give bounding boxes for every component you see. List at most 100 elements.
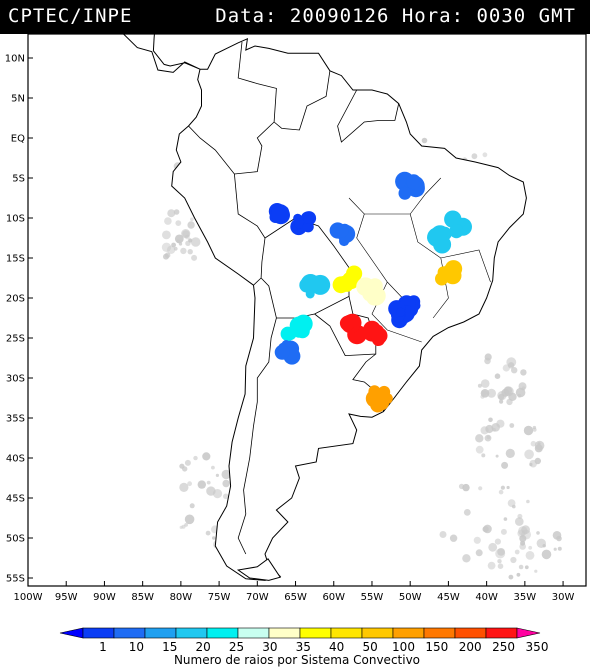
colorbar-label: 20 — [196, 640, 211, 654]
cloud-speck — [506, 398, 513, 406]
cloud-speck — [221, 469, 231, 480]
cloud-speck — [182, 230, 190, 238]
cloud-speck — [164, 217, 172, 225]
cloud-speck — [557, 546, 562, 551]
cloud-speck — [184, 459, 191, 466]
colorbar: 1 10 15 20 25 30 35 40 50 100 150 200 250 350 Numero … — [59, 627, 548, 667]
cloud-speck — [524, 449, 534, 460]
cloud-speck — [508, 574, 514, 580]
convective-system — [332, 265, 363, 294]
convective-system-blob — [294, 314, 313, 333]
convective-system — [435, 260, 463, 286]
lat-label: 5S — [12, 174, 25, 185]
cloud-speck — [212, 536, 216, 540]
lon-label: 40W — [475, 592, 498, 603]
convective-system-blob — [310, 274, 331, 295]
cloud-speck — [518, 382, 527, 391]
cloud-speck — [523, 425, 534, 436]
cloud-speck — [175, 220, 182, 227]
cloud-speck — [486, 435, 491, 440]
convective-system-blob — [406, 174, 422, 190]
convective-system-blob — [396, 307, 406, 317]
lat-label: 50S — [6, 534, 25, 545]
lon-label: 35W — [514, 592, 537, 603]
colorbar-box — [175, 627, 208, 639]
cloud-speck — [495, 548, 506, 559]
longitude-axis: 100W 95W 90W 85W 80W 75W 70W 65W 60W 55W 50W 45W 40W… — [14, 581, 575, 603]
lon-label: 55W — [361, 592, 384, 603]
convective-system — [356, 277, 386, 306]
lat-label: 20S — [6, 294, 25, 305]
cloud-speck — [478, 486, 483, 491]
colorbar-box — [206, 627, 239, 639]
convective-system-blob — [433, 235, 452, 254]
convective-system-blob — [365, 389, 384, 408]
cloud-speck — [528, 545, 533, 550]
cloud-speck — [511, 367, 518, 374]
colorbar-box — [299, 627, 332, 639]
lon-label: 50W — [399, 592, 422, 603]
cloud-speck — [482, 526, 489, 533]
cloud-speck — [193, 455, 198, 461]
central-america-outline — [121, 34, 201, 73]
colorbar-label: 350 — [526, 640, 549, 654]
colorbar-label: 250 — [492, 640, 515, 654]
cloud-speck — [187, 249, 193, 255]
colorbar-boxes — [59, 627, 541, 639]
cloud-speck — [525, 551, 535, 560]
cloud-speck — [491, 423, 501, 432]
cloud-speck — [481, 453, 486, 458]
colorbar-box — [392, 627, 425, 639]
convective-system — [395, 171, 425, 200]
cloud-speck — [520, 369, 527, 376]
cloud-speck — [515, 517, 524, 526]
cloud-speck — [507, 499, 516, 507]
lat-label: 40S — [6, 454, 25, 465]
cloud-speck — [526, 499, 530, 504]
convective-system-blob — [303, 215, 313, 224]
lon-label: 80W — [170, 592, 193, 603]
south-america-outline — [171, 37, 527, 581]
cloud-speck — [449, 534, 458, 542]
lon-label: 70W — [246, 592, 269, 603]
cloud-speck — [500, 528, 507, 535]
colorbar-label: 100 — [392, 640, 415, 654]
state-border — [440, 249, 491, 283]
colorbar-labels: 1 10 15 20 25 30 35 40 50 100 150 200 250 350 — [99, 640, 548, 654]
convective-system-blob — [398, 186, 412, 200]
colorbar-title: Numero de raios por Sistema Convectivo — [174, 653, 420, 667]
colorbar-label: 200 — [459, 640, 482, 654]
cloud-speck — [473, 536, 481, 544]
lon-label: 30W — [552, 592, 575, 603]
cloud-speck — [487, 561, 496, 570]
colorbar-label: 1 — [99, 640, 107, 654]
cloud-speck — [197, 480, 206, 489]
cloud-speck — [482, 152, 488, 158]
cloud-speck — [536, 531, 540, 535]
cloud-speck — [191, 254, 198, 261]
cloud-speck — [499, 399, 504, 404]
convective-system-blob — [302, 221, 314, 233]
cloud-speck — [495, 454, 499, 458]
convective-system-blob — [362, 286, 378, 302]
cloud-speck — [184, 514, 195, 525]
convective-systems-layer — [268, 171, 472, 413]
cloud-speck — [494, 538, 501, 545]
cloud-speck — [510, 556, 517, 564]
colorbar-box — [237, 627, 270, 639]
lat-label: 25S — [6, 334, 25, 345]
country-border — [337, 89, 400, 143]
cloud-speck — [530, 440, 537, 447]
cloud-speck — [503, 517, 508, 521]
cloud-speck — [519, 543, 526, 550]
cloud-speck — [471, 153, 478, 160]
cloud-speck — [484, 353, 492, 361]
cloud-speck — [211, 465, 215, 470]
convective-system — [274, 340, 301, 365]
cloud-speck — [541, 549, 552, 560]
cloud-speck — [475, 434, 484, 443]
cloud-speck — [480, 426, 489, 435]
country-border — [237, 317, 277, 555]
cloud-speck — [494, 373, 501, 380]
cloud-speck — [488, 542, 498, 552]
